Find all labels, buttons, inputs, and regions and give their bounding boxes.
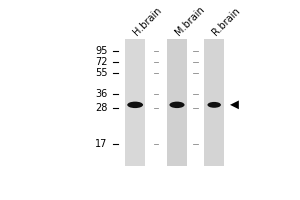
Text: 17: 17 (95, 139, 107, 149)
Ellipse shape (208, 102, 221, 108)
Bar (125, 39, 145, 166)
Text: 72: 72 (95, 57, 107, 67)
Text: H.brain: H.brain (132, 5, 164, 37)
Text: R.brain: R.brain (211, 5, 242, 37)
Text: 28: 28 (95, 103, 107, 113)
Ellipse shape (127, 102, 143, 108)
Polygon shape (230, 100, 239, 109)
Ellipse shape (169, 102, 184, 108)
Bar (167, 39, 187, 166)
Text: 36: 36 (95, 89, 107, 99)
Text: 55: 55 (95, 68, 107, 78)
Text: 95: 95 (95, 46, 107, 56)
Bar (204, 39, 224, 166)
Text: M.brain: M.brain (173, 4, 206, 37)
